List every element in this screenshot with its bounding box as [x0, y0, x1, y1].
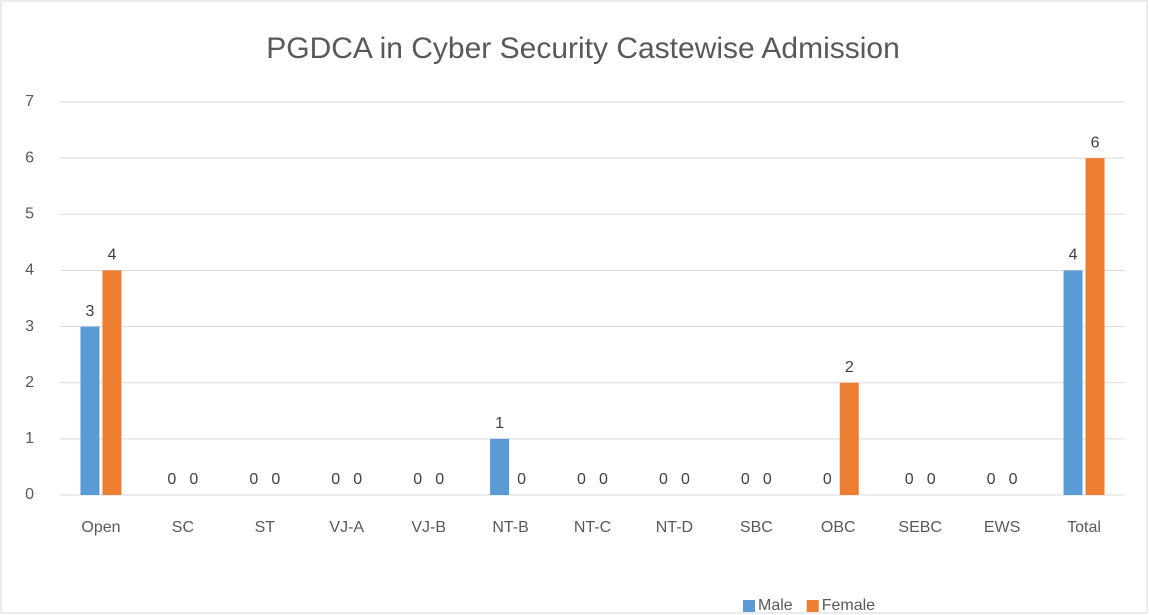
data-label: 4	[1069, 247, 1078, 264]
data-label: 0	[435, 471, 444, 488]
y-tick-label: 3	[25, 318, 34, 335]
data-label: 0	[353, 471, 362, 488]
data-label: 3	[86, 303, 95, 320]
bar	[102, 270, 122, 495]
bar	[1085, 158, 1105, 495]
y-tick-label: 4	[25, 262, 34, 279]
data-label: 0	[413, 471, 422, 488]
legend-label: Male	[758, 597, 793, 614]
data-label: 0	[517, 471, 526, 488]
data-label: 0	[681, 471, 690, 488]
data-label: 0	[1009, 471, 1018, 488]
bar	[839, 382, 859, 495]
legend-swatch	[743, 600, 755, 612]
data-label: 0	[905, 471, 914, 488]
x-tick-label: OBC	[821, 519, 856, 536]
x-tick-label: ST	[255, 519, 276, 536]
x-tick-label: NT-C	[574, 519, 611, 536]
x-tick-label: SEBC	[898, 519, 942, 536]
x-tick-label: Total	[1067, 519, 1101, 536]
x-tick-label: VJ-B	[411, 519, 446, 536]
y-tick-label: 1	[25, 430, 34, 447]
x-tick-label: SBC	[740, 519, 773, 536]
data-label: 0	[577, 471, 586, 488]
data-label: 0	[249, 471, 258, 488]
data-label: 0	[987, 471, 996, 488]
bar	[1063, 270, 1083, 495]
y-tick-label: 5	[25, 206, 34, 223]
chart-title: PGDCA in Cyber Security Castewise Admiss…	[266, 32, 900, 65]
legend-swatch	[806, 600, 819, 612]
x-tick-label: EWS	[984, 519, 1020, 536]
data-label: 0	[271, 471, 280, 488]
data-label: 2	[845, 359, 854, 376]
data-label: 0	[331, 471, 340, 488]
legend-label: Female	[822, 597, 875, 614]
x-tick-label: NT-D	[656, 519, 693, 536]
data-label: 0	[167, 471, 176, 488]
x-tick-label: Open	[81, 519, 120, 536]
x-tick-label: SC	[172, 519, 194, 536]
x-tick-label: VJ-A	[329, 519, 364, 536]
data-label: 0	[189, 471, 198, 488]
data-label: 0	[599, 471, 608, 488]
data-label: 0	[741, 471, 750, 488]
x-tick-label: NT-B	[492, 519, 528, 536]
y-tick-label: 2	[25, 374, 34, 391]
y-tick-label: 7	[25, 93, 34, 110]
data-label: 0	[763, 471, 772, 488]
data-label: 4	[108, 247, 117, 264]
y-tick-label: 0	[25, 486, 34, 503]
bar	[490, 438, 510, 495]
y-tick-label: 6	[25, 149, 34, 166]
data-label: 1	[495, 415, 504, 432]
data-label: 6	[1091, 134, 1100, 151]
data-label: 0	[823, 471, 832, 488]
data-label: 0	[927, 471, 936, 488]
bar	[80, 326, 100, 495]
data-label: 0	[659, 471, 668, 488]
